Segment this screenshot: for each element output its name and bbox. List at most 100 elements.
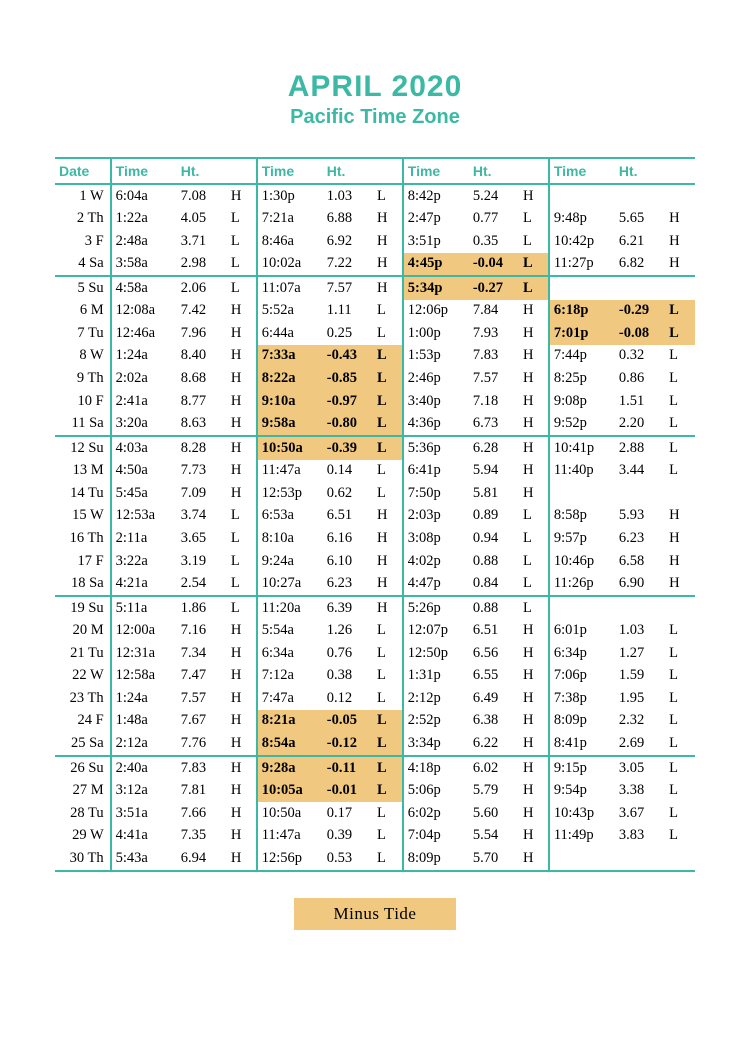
tide-hl: L — [375, 780, 403, 803]
tide-time: 4:02p — [403, 550, 469, 573]
tide-hl: L — [667, 436, 695, 460]
table-row: 6 M12:08a7.42H5:52a1.11L12:06p7.84H6:18p… — [55, 300, 695, 323]
tide-hl: L — [375, 413, 403, 437]
tide-time: 5:54a — [257, 620, 323, 643]
tide-time: 10:05a — [257, 780, 323, 803]
tide-height: 5.65 — [615, 208, 667, 231]
tide-hl: L — [229, 596, 257, 620]
tide-time: 8:42p — [403, 184, 469, 208]
tide-hl: L — [229, 527, 257, 550]
tide-height: 3.19 — [177, 550, 229, 573]
tide-time: 4:18p — [403, 756, 469, 780]
tide-height: -0.27 — [469, 276, 521, 300]
tide-time: 6:04a — [111, 184, 177, 208]
tide-height: 1.86 — [177, 596, 229, 620]
table-row: 2 Th1:22a4.05L7:21a6.88H2:47p0.77L9:48p5… — [55, 208, 695, 231]
tide-height: 7.84 — [469, 300, 521, 323]
tide-hl: L — [521, 208, 549, 231]
tide-height: 6.39 — [323, 596, 375, 620]
tide-time — [549, 596, 615, 620]
tide-hl: H — [375, 573, 403, 597]
table-row: 18 Sa4:21a2.54L10:27a6.23H4:47p0.84L11:2… — [55, 573, 695, 597]
tide-time — [549, 276, 615, 300]
tide-height: -0.04 — [469, 253, 521, 277]
tide-time: 5:43a — [111, 847, 177, 871]
tide-hl: L — [375, 300, 403, 323]
tide-time: 6:18p — [549, 300, 615, 323]
tide-height: 0.76 — [323, 642, 375, 665]
tide-time: 11:49p — [549, 825, 615, 848]
tide-hl: H — [375, 230, 403, 253]
tide-height: 5.79 — [469, 780, 521, 803]
tide-height: 6.51 — [469, 620, 521, 643]
tide-height: 3.44 — [615, 460, 667, 483]
column-header: Ht. — [615, 158, 667, 184]
tide-height: 6.21 — [615, 230, 667, 253]
date-cell: 28 Tu — [55, 802, 111, 825]
tide-height: 0.39 — [323, 825, 375, 848]
tide-time: 8:41p — [549, 733, 615, 757]
tide-height: 0.12 — [323, 687, 375, 710]
tide-height: 6.23 — [615, 527, 667, 550]
tide-hl: H — [229, 642, 257, 665]
table-row: 19 Su5:11a1.86L11:20a6.39H5:26p0.88L — [55, 596, 695, 620]
tide-height: 2.98 — [177, 253, 229, 277]
tide-time: 8:58p — [549, 505, 615, 528]
tide-height: 7.57 — [469, 368, 521, 391]
tide-time: 2:12a — [111, 733, 177, 757]
tide-hl: H — [375, 253, 403, 277]
tide-hl: L — [521, 550, 549, 573]
tide-height: 1.51 — [615, 390, 667, 413]
tide-height — [615, 276, 667, 300]
tide-hl: L — [375, 756, 403, 780]
table-row: 4 Sa3:58a2.98L10:02a7.22H4:45p-0.04L11:2… — [55, 253, 695, 277]
table-row: 5 Su4:58a2.06L11:07a7.57H5:34p-0.27L — [55, 276, 695, 300]
tide-time: 3:08p — [403, 527, 469, 550]
tide-time: 4:36p — [403, 413, 469, 437]
tide-height: 6.55 — [469, 665, 521, 688]
page-title: APRIL 2020 — [55, 70, 695, 104]
tide-height: 8.28 — [177, 436, 229, 460]
table-row: 21 Tu12:31a7.34H6:34a0.76L12:50p6.56H6:3… — [55, 642, 695, 665]
date-cell: 25 Sa — [55, 733, 111, 757]
tide-hl: H — [667, 208, 695, 231]
tide-time: 12:50p — [403, 642, 469, 665]
date-cell: 21 Tu — [55, 642, 111, 665]
tide-time: 3:12a — [111, 780, 177, 803]
tide-hl: L — [667, 322, 695, 345]
tide-hl: L — [229, 573, 257, 597]
tide-height: 3.38 — [615, 780, 667, 803]
tide-hl: H — [229, 780, 257, 803]
tide-hl — [667, 847, 695, 871]
tide-height: 3.83 — [615, 825, 667, 848]
tide-height: 2.54 — [177, 573, 229, 597]
tide-height: 7.35 — [177, 825, 229, 848]
tide-height: 5.93 — [615, 505, 667, 528]
tide-height: 6.22 — [469, 733, 521, 757]
column-header: Time — [403, 158, 469, 184]
tide-height: 7.67 — [177, 710, 229, 733]
tide-time: 6:02p — [403, 802, 469, 825]
tide-hl: H — [375, 505, 403, 528]
tide-hl: H — [667, 505, 695, 528]
tide-hl: H — [521, 620, 549, 643]
tide-time: 2:02a — [111, 368, 177, 391]
date-cell: 24 F — [55, 710, 111, 733]
tide-time: 5:26p — [403, 596, 469, 620]
tide-hl: L — [667, 368, 695, 391]
tide-hl: L — [375, 390, 403, 413]
tide-time: 8:25p — [549, 368, 615, 391]
tide-hl — [667, 276, 695, 300]
tide-hl: L — [521, 596, 549, 620]
date-cell: 2 Th — [55, 208, 111, 231]
tide-hl: H — [229, 460, 257, 483]
tide-time: 10:50a — [257, 802, 323, 825]
tide-hl: H — [667, 550, 695, 573]
tide-height: 6.28 — [469, 436, 521, 460]
date-cell: 23 Th — [55, 687, 111, 710]
tide-hl: L — [229, 276, 257, 300]
tide-hl: L — [375, 847, 403, 871]
tide-height: 0.88 — [469, 550, 521, 573]
tide-hl: H — [521, 733, 549, 757]
tide-height: 7.81 — [177, 780, 229, 803]
